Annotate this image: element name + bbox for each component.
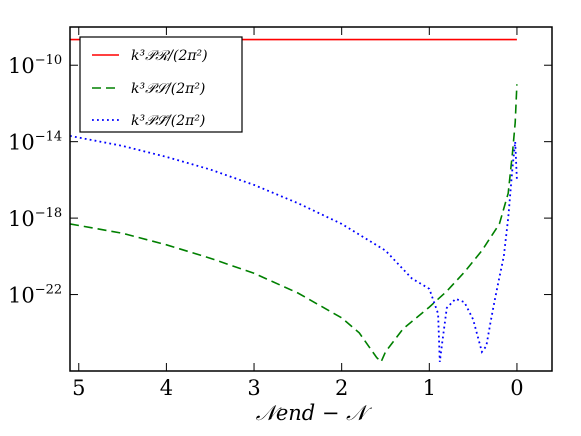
tick-layer: 5 4 3 2 1 0 10−10 10−14 10−18 10−22 [8,27,552,400]
x-tick-label: 1 [423,376,436,400]
y-tick-label: 10−18 [8,206,62,231]
y-tick-label: 10−10 [8,53,62,78]
x-tick-label: 4 [160,376,173,400]
x-tick-label: 5 [72,376,85,400]
legend-label-r: k³𝒫ℛ/(2π²) [131,48,208,64]
legend: k³𝒫ℛ/(2π²) k³𝒫𝒮/(2π²) k³𝒫𝒮̃/(2π²) [79,36,243,133]
x-axis-title: 𝒩end − 𝒩 [256,401,372,425]
legend-label-s: k³𝒫𝒮/(2π²) [131,81,205,97]
plot-frame [69,26,553,372]
x-tick-label: 3 [247,376,260,400]
y-tick-label: 10−14 [8,130,62,155]
y-tick-label: 10−22 [8,283,62,308]
series-line-1 [69,84,518,364]
x-tick-label: 2 [335,376,348,400]
legend-box [79,36,243,133]
x-tick-label: 0 [510,376,523,400]
series-line-2 [69,135,518,363]
legend-label-stilde: k³𝒫𝒮̃/(2π²) [131,113,205,129]
